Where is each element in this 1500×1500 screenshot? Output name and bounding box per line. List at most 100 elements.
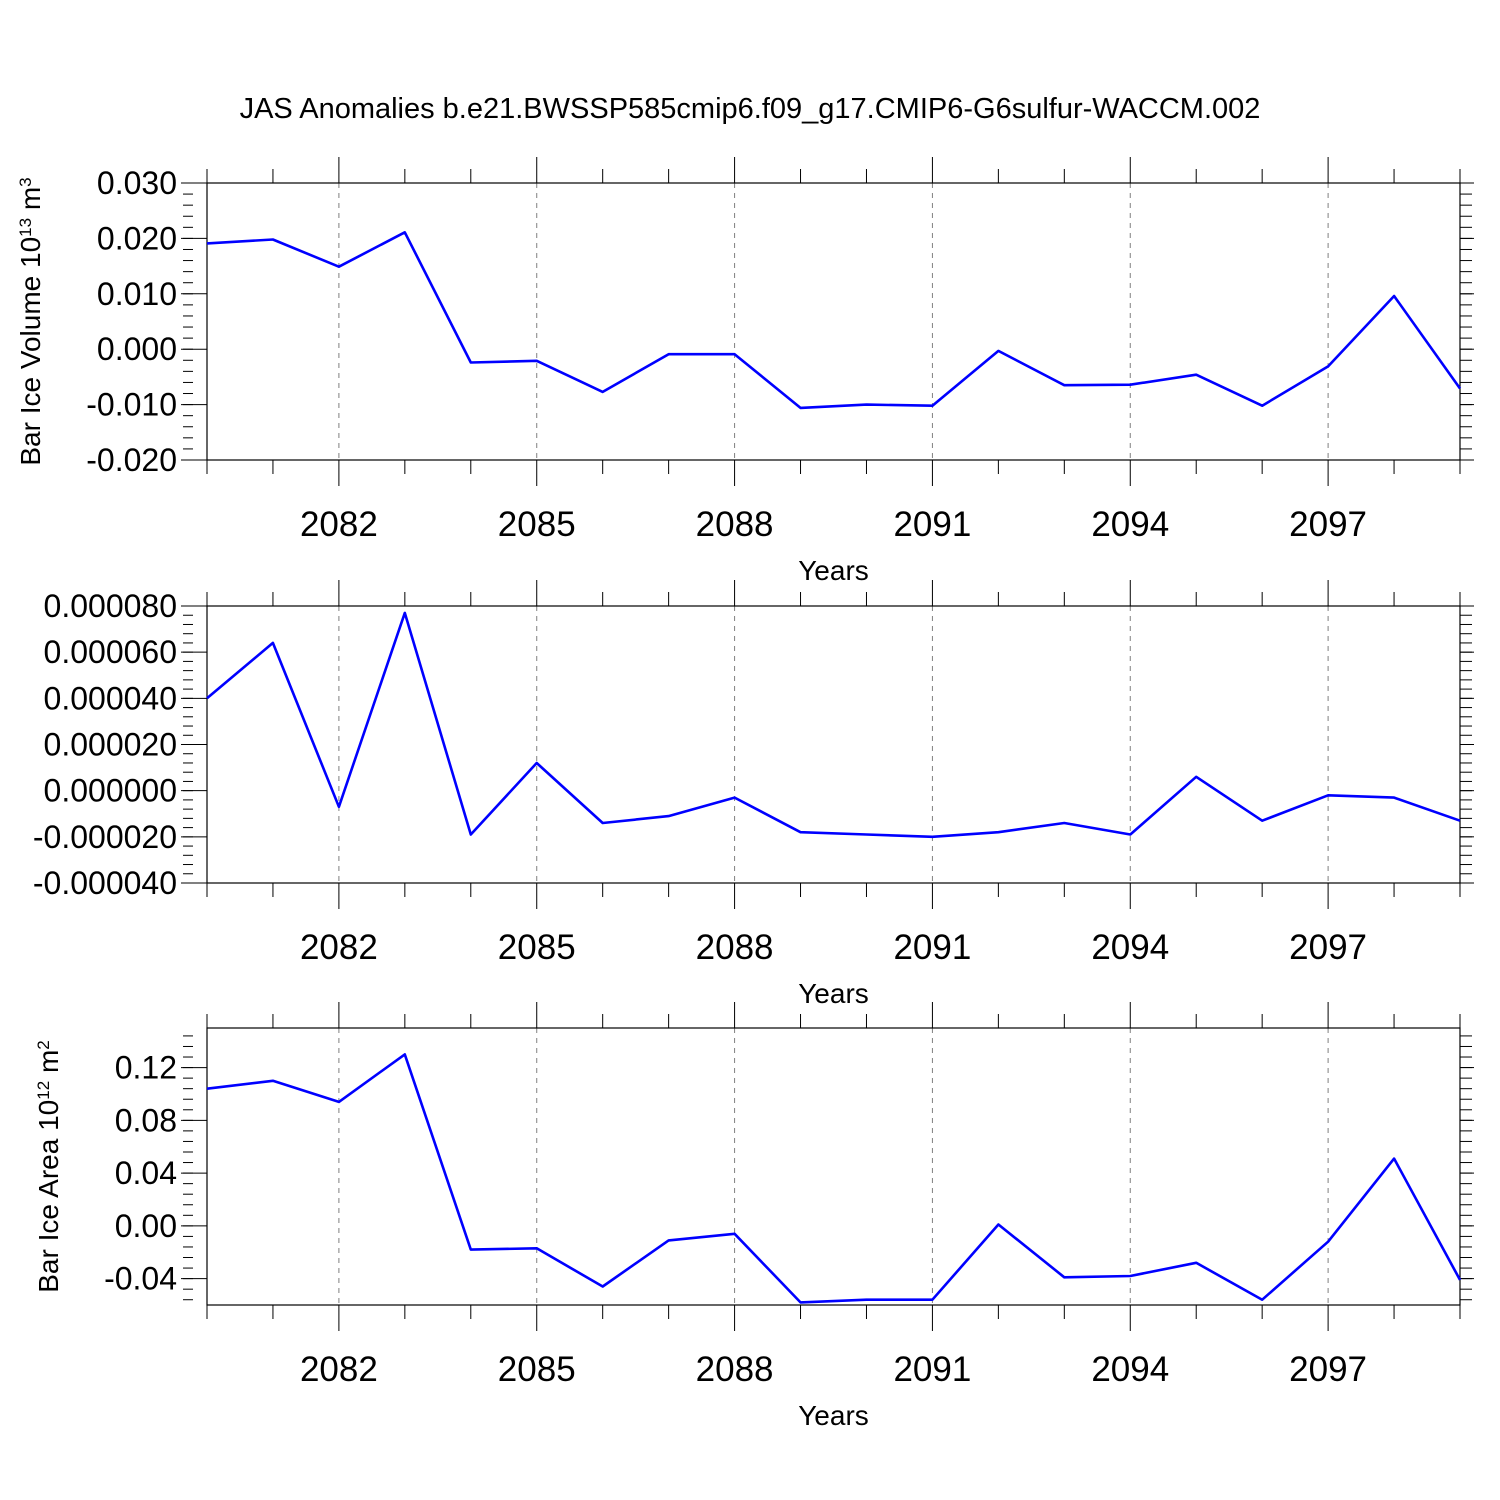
data-point [667,814,671,818]
data-point [271,641,275,645]
data-point [601,821,605,825]
x-tick-label: 2097 [1289,1350,1367,1389]
x-tick-label: 2088 [696,505,774,544]
y-axis-label-exponent: 12 [34,1081,53,1100]
data-point [996,830,1000,834]
data-series-line [206,1053,1462,1304]
data-point [733,1232,737,1236]
data-point [469,833,473,837]
y-tick-label: 0.000 [97,331,177,367]
data-point [667,1238,671,1242]
data-series-line [206,231,1462,410]
data-point [930,835,934,839]
data-point [1062,821,1066,825]
data-point [205,1087,209,1091]
data-point [1128,833,1132,837]
data-point [1458,819,1462,823]
data-point [337,1100,341,1104]
data-point [864,833,868,837]
data-point [469,360,473,364]
data-point [1062,383,1066,387]
y-tick-label: 0.000060 [44,634,177,670]
data-point [930,404,934,408]
second-anomaly-panel: 0.000080 0.000060 0.000040 0.000020 0.000000… [33,580,1474,1009]
data-point [271,238,275,242]
chart-title: JAS Anomalies b.e21.BWSSP585cmip6.f09_g1… [240,93,1261,125]
data-point [1260,1298,1264,1302]
x-tick-label: 2094 [1091,505,1169,544]
y-axis-label-part: m [15,187,46,218]
y-tick-label: 0.12 [115,1050,177,1086]
y-tick-label: 0.08 [115,1102,177,1138]
y-tick-label: 0.000020 [44,727,177,763]
data-point [535,1246,539,1250]
ice-area-panel: 0.12 0.08 0.04 0.00 -0.04 2082 2085 2088 2091 209… [33,1002,1474,1431]
data-point [667,352,671,356]
plot-frame [206,182,1461,461]
y-tick-label: -0.04 [104,1261,177,1297]
data-point [1392,1157,1396,1161]
x-axis-label: Years [798,555,869,586]
y-tick-label: 0.000080 [44,588,177,624]
data-point [535,359,539,363]
y-tick-label: 0.010 [97,276,177,312]
x-tick-label: 2097 [1289,505,1367,544]
y-axis-label: Bar Ice Area 1012 m2 [33,1040,64,1293]
x-tick-label: 2088 [696,928,774,967]
data-point [733,352,737,356]
x-tick-label: 2085 [498,928,576,967]
data-point [1194,1261,1198,1265]
data-point [1062,1275,1066,1279]
data-point [996,349,1000,353]
y-axis-label-exponent: 3 [16,177,35,186]
data-point [996,1223,1000,1227]
y-axis-label: Bar Ice Volume 1013 m3 [15,177,46,465]
data-point [1392,796,1396,800]
y-tick-label: -0.000020 [33,819,177,855]
data-point [1128,1274,1132,1278]
plot-frame [206,1027,1461,1306]
ice-volume-panel: 0.030 0.020 0.010 0.000 -0.010 -0.020 2082 2085… [15,157,1474,586]
y-tick-label: -0.000040 [33,865,177,901]
x-tick-label: 2091 [893,928,971,967]
y-tick-label: 0.030 [97,165,177,201]
y-axis-label-part: m [33,1050,64,1081]
data-point [864,1298,868,1302]
data-point [403,611,407,615]
y-axis-label-part: Bar Ice Area 10 [33,1100,64,1293]
y-tick-label: 0.00 [115,1208,177,1244]
data-point [403,1052,407,1056]
data-point [403,230,407,234]
x-axis-label: Years [798,978,869,1009]
x-axis-label: Years [798,1400,869,1431]
x-tick-label: 2082 [300,928,378,967]
data-point [469,1248,473,1252]
y-axis-label-part: Bar Ice Volume 10 [15,237,46,466]
data-point [601,1285,605,1289]
data-point [601,390,605,394]
data-point [205,696,209,700]
data-point [1392,294,1396,298]
y-tick-label: 0.020 [97,220,177,256]
data-point [337,265,341,269]
data-point [337,805,341,809]
data-point [535,761,539,765]
x-tick-label: 2085 [498,1350,576,1389]
data-point [1194,775,1198,779]
data-point [1326,793,1330,797]
data-point [1326,1240,1330,1244]
data-point [1458,1278,1462,1282]
data-point [1326,364,1330,368]
data-point [1260,819,1264,823]
data-point [1194,373,1198,377]
x-tick-label: 2091 [893,505,971,544]
data-point [799,830,803,834]
y-axis-label-exponent: 2 [34,1040,53,1049]
y-tick-label: 0.000040 [44,680,177,716]
x-tick-label: 2088 [696,1350,774,1389]
data-point [205,241,209,245]
data-point [1260,404,1264,408]
data-point [1128,383,1132,387]
y-tick-label: -0.020 [86,442,177,478]
